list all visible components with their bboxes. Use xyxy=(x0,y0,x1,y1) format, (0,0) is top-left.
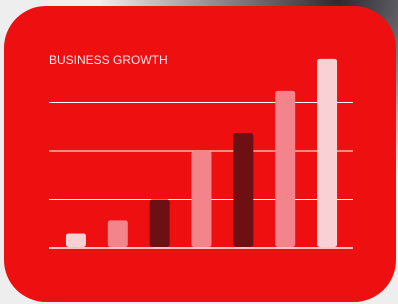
bar xyxy=(150,200,170,248)
page: BUSINESS GROWTH (() => { const data = JS… xyxy=(0,0,398,304)
bar xyxy=(317,59,337,247)
chart: BUSINESS GROWTH xyxy=(0,0,398,304)
bar xyxy=(275,91,295,247)
bar xyxy=(108,220,128,247)
chart-title: BUSINESS GROWTH xyxy=(49,53,168,67)
bar xyxy=(233,133,253,247)
bar xyxy=(192,151,212,247)
bar xyxy=(66,233,86,247)
